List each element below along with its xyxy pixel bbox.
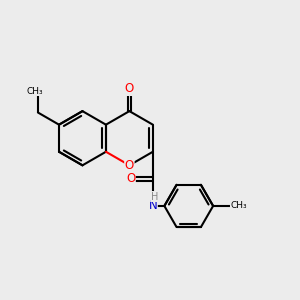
Text: H: H [151,191,158,202]
Text: O: O [125,159,134,172]
Text: O: O [125,82,134,95]
Text: N: N [148,200,157,212]
Text: O: O [126,172,135,185]
Text: CH₃: CH₃ [27,87,43,96]
Text: CH₃: CH₃ [230,201,247,210]
